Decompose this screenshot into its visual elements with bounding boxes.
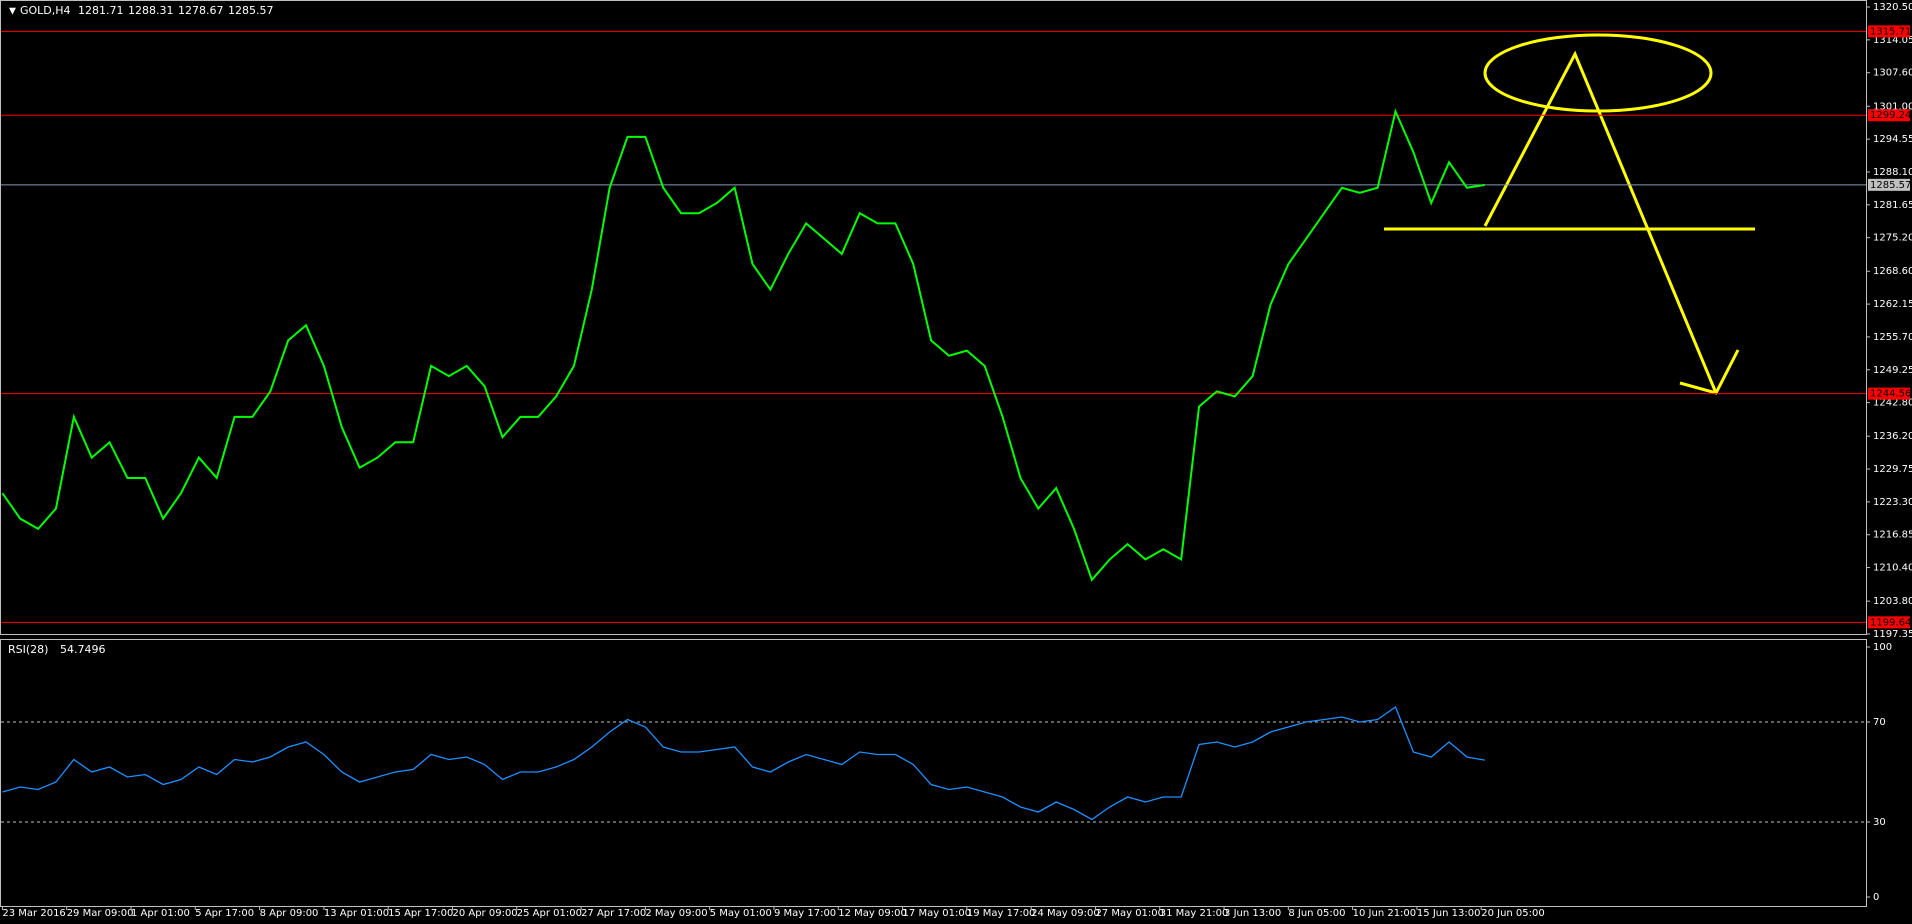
- x-tick-label: 9 May 17:00: [774, 908, 836, 919]
- level-tag: [1868, 387, 1910, 400]
- y-tick-label: 30: [1873, 817, 1886, 828]
- level-label: 1315.71: [1870, 26, 1911, 37]
- x-tick-label: 10 Jun 21:00: [1353, 908, 1417, 919]
- current-price-tag: [1868, 178, 1910, 191]
- current-price-label: 1285.57: [1870, 180, 1911, 191]
- y-tick-label: 1203.80: [1873, 596, 1912, 607]
- x-tick-label: 13 Apr 01:00: [324, 908, 389, 919]
- y-tick-label: 1301.00: [1873, 101, 1912, 112]
- y-tick-label: 1242.80: [1873, 398, 1912, 409]
- level-label: 1199.64: [1870, 617, 1911, 628]
- y-tick-label: 1288.10: [1873, 167, 1912, 178]
- series-line: [2, 705, 1485, 821]
- y-tick-label: 1236.20: [1873, 431, 1912, 442]
- symbol: GOLD,H4: [20, 4, 71, 17]
- x-tick-label: 8 Jun 05:00: [1288, 908, 1345, 919]
- rsi-frame: [0, 639, 1867, 907]
- y-tick-label: 1216.85: [1873, 530, 1912, 541]
- y-tick-label: 1210.40: [1873, 563, 1912, 574]
- rsi-last: 54.7496: [60, 643, 106, 656]
- x-tick-label: 23 Mar 2016: [2, 908, 65, 919]
- ohlc-value: 1281.71: [78, 4, 124, 17]
- ohlc-value: 1288.31: [128, 4, 174, 17]
- y-tick-label: 70: [1873, 717, 1886, 728]
- y-tick-label: 1268.60: [1873, 266, 1912, 277]
- x-tick-label: 29 Mar 09:00: [67, 908, 134, 919]
- x-tick-label: 24 May 09:00: [1031, 908, 1100, 919]
- series-line: [1, 108, 1485, 582]
- y-tick-label: 1307.60: [1873, 68, 1912, 79]
- x-tick-label: 12 May 09:00: [838, 908, 907, 919]
- y-tick-label: 1314.05: [1873, 35, 1912, 46]
- x-tick-label: 3 Jun 13:00: [1224, 908, 1281, 919]
- y-tick-label: 1249.25: [1873, 365, 1912, 376]
- menu-arrow[interactable]: ▼: [9, 7, 16, 17]
- analysis-drawing: [1384, 33, 1755, 395]
- level-tag: [1868, 616, 1910, 629]
- x-tick-label: 27 Apr 17:00: [581, 908, 646, 919]
- level-tag: [1868, 109, 1910, 122]
- y-tick-label: 1255.70: [1873, 332, 1912, 343]
- x-tick-label: 31 May 21:00: [1160, 908, 1229, 919]
- pattern-line: [1483, 50, 1718, 394]
- y-tick-label: 1262.15: [1873, 299, 1912, 310]
- x-tick-label: 8 Apr 09:00: [260, 908, 319, 919]
- y-tick-label: 1275.20: [1873, 233, 1912, 244]
- x-tick-label: 19 May 17:00: [967, 908, 1036, 919]
- top-ellipse: [1483, 33, 1713, 113]
- price-frame: [0, 0, 1867, 635]
- level-label: 1299.24: [1870, 110, 1911, 121]
- x-tick-label: 15 Apr 17:00: [388, 908, 453, 919]
- rsi-name: RSI(28): [8, 643, 48, 656]
- x-tick-label: 17 May 01:00: [903, 908, 972, 919]
- x-tick-label: 20 Jun 05:00: [1481, 908, 1545, 919]
- y-tick-label: 0: [1873, 892, 1879, 903]
- x-tick-label: 5 Apr 17:00: [195, 908, 254, 919]
- x-tick-label: 5 May 01:00: [710, 908, 772, 919]
- x-tick-label: 15 Jun 13:00: [1417, 908, 1481, 919]
- y-tick-label: 1281.65: [1873, 200, 1912, 211]
- x-tick-label: 20 Apr 09:00: [452, 908, 517, 919]
- y-tick-label: 1229.75: [1873, 464, 1912, 475]
- ohlc-value: 1285.57: [228, 4, 274, 17]
- x-tick-label: 1 Apr 01:00: [131, 908, 190, 919]
- y-tick-label: 1197.35: [1873, 629, 1912, 640]
- x-tick-label: 25 Apr 01:00: [517, 908, 582, 919]
- x-tick-label: 27 May 01:00: [1095, 908, 1164, 919]
- ohlc-value: 1278.67: [178, 4, 224, 17]
- y-tick-label: 100: [1873, 642, 1892, 653]
- y-tick-label: 1294.55: [1873, 134, 1912, 145]
- level-tag: [1868, 25, 1910, 38]
- y-tick-label: 1320.50: [1873, 2, 1912, 13]
- level-label: 1244.56: [1870, 389, 1911, 400]
- y-tick-label: 1223.30: [1873, 497, 1912, 508]
- arrow-head: [1679, 349, 1740, 395]
- x-tick-label: 2 May 09:00: [645, 908, 707, 919]
